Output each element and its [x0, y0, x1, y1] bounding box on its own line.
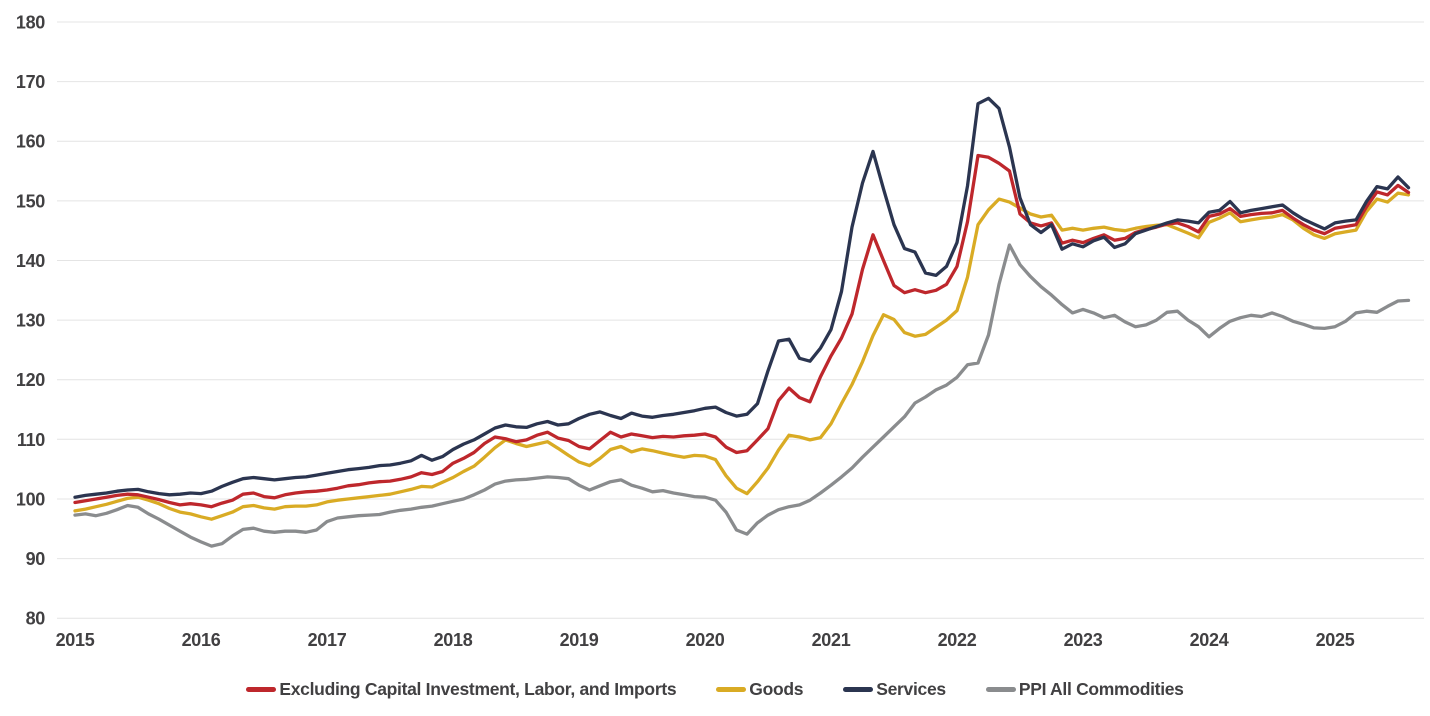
x-tick-label: 2024	[1190, 630, 1229, 650]
y-tick-label: 110	[17, 430, 45, 450]
legend-item-ppi-all-commodities: PPI All Commodities	[985, 678, 1184, 700]
y-tick-label: 100	[16, 490, 45, 510]
series-line-services	[73, 96, 1411, 499]
x-tick-label: 2022	[938, 630, 977, 650]
y-tick-label: 80	[26, 609, 46, 629]
y-tick-label: 120	[16, 370, 45, 390]
x-axis-tick-labels: 2015 2016 2017 2018 2019 2020 2021 2022 2023 2024…	[56, 630, 1355, 650]
y-tick-label: 150	[16, 191, 45, 211]
x-tick-label: 2015	[56, 630, 95, 650]
x-tick-label: 2021	[812, 630, 851, 650]
legend-label: PPI All Commodities	[1018, 678, 1184, 699]
chart-legend: Excluding Capital Investment, Labor, and…	[0, 674, 1430, 704]
x-tick-label: 2017	[308, 630, 347, 650]
y-tick-label: 130	[16, 311, 45, 331]
x-tick-label: 2016	[182, 630, 221, 650]
x-tick-label: 2019	[560, 630, 599, 650]
legend-swatch-navy	[843, 686, 874, 692]
series-line-goods	[73, 191, 1411, 521]
series-line-ppi-all-commodities	[73, 243, 1411, 548]
legend-label: Excluding Capital Investment, Labor, and…	[279, 678, 677, 699]
y-tick-label: 160	[16, 132, 45, 152]
y-tick-label: 140	[16, 251, 45, 271]
x-tick-label: 2020	[686, 630, 725, 650]
y-axis-tick-labels: 80 90 100 110 120 130 140 150 160 170 180	[16, 13, 46, 629]
legend-item-goods: Goods	[716, 678, 804, 700]
legend-swatch-red	[246, 686, 277, 692]
x-tick-label: 2018	[434, 630, 473, 650]
legend-item-services: Services	[843, 679, 946, 700]
y-tick-label: 170	[16, 72, 45, 92]
legend-label: Services	[876, 678, 946, 699]
y-tick-label: 90	[26, 549, 46, 569]
x-tick-label: 2025	[1316, 630, 1355, 650]
legend-swatch-gray	[985, 686, 1016, 692]
gridlines	[57, 21, 1424, 619]
legend-swatch-gold	[716, 686, 747, 692]
y-tick-label: 180	[16, 13, 45, 33]
legend-item-excluding-capital: Excluding Capital Investment, Labor, and…	[246, 678, 677, 700]
legend-label: Goods	[749, 678, 804, 699]
x-tick-label: 2023	[1064, 630, 1103, 650]
series-line-excluding-capital-investment-labor-and-imports	[73, 153, 1411, 509]
